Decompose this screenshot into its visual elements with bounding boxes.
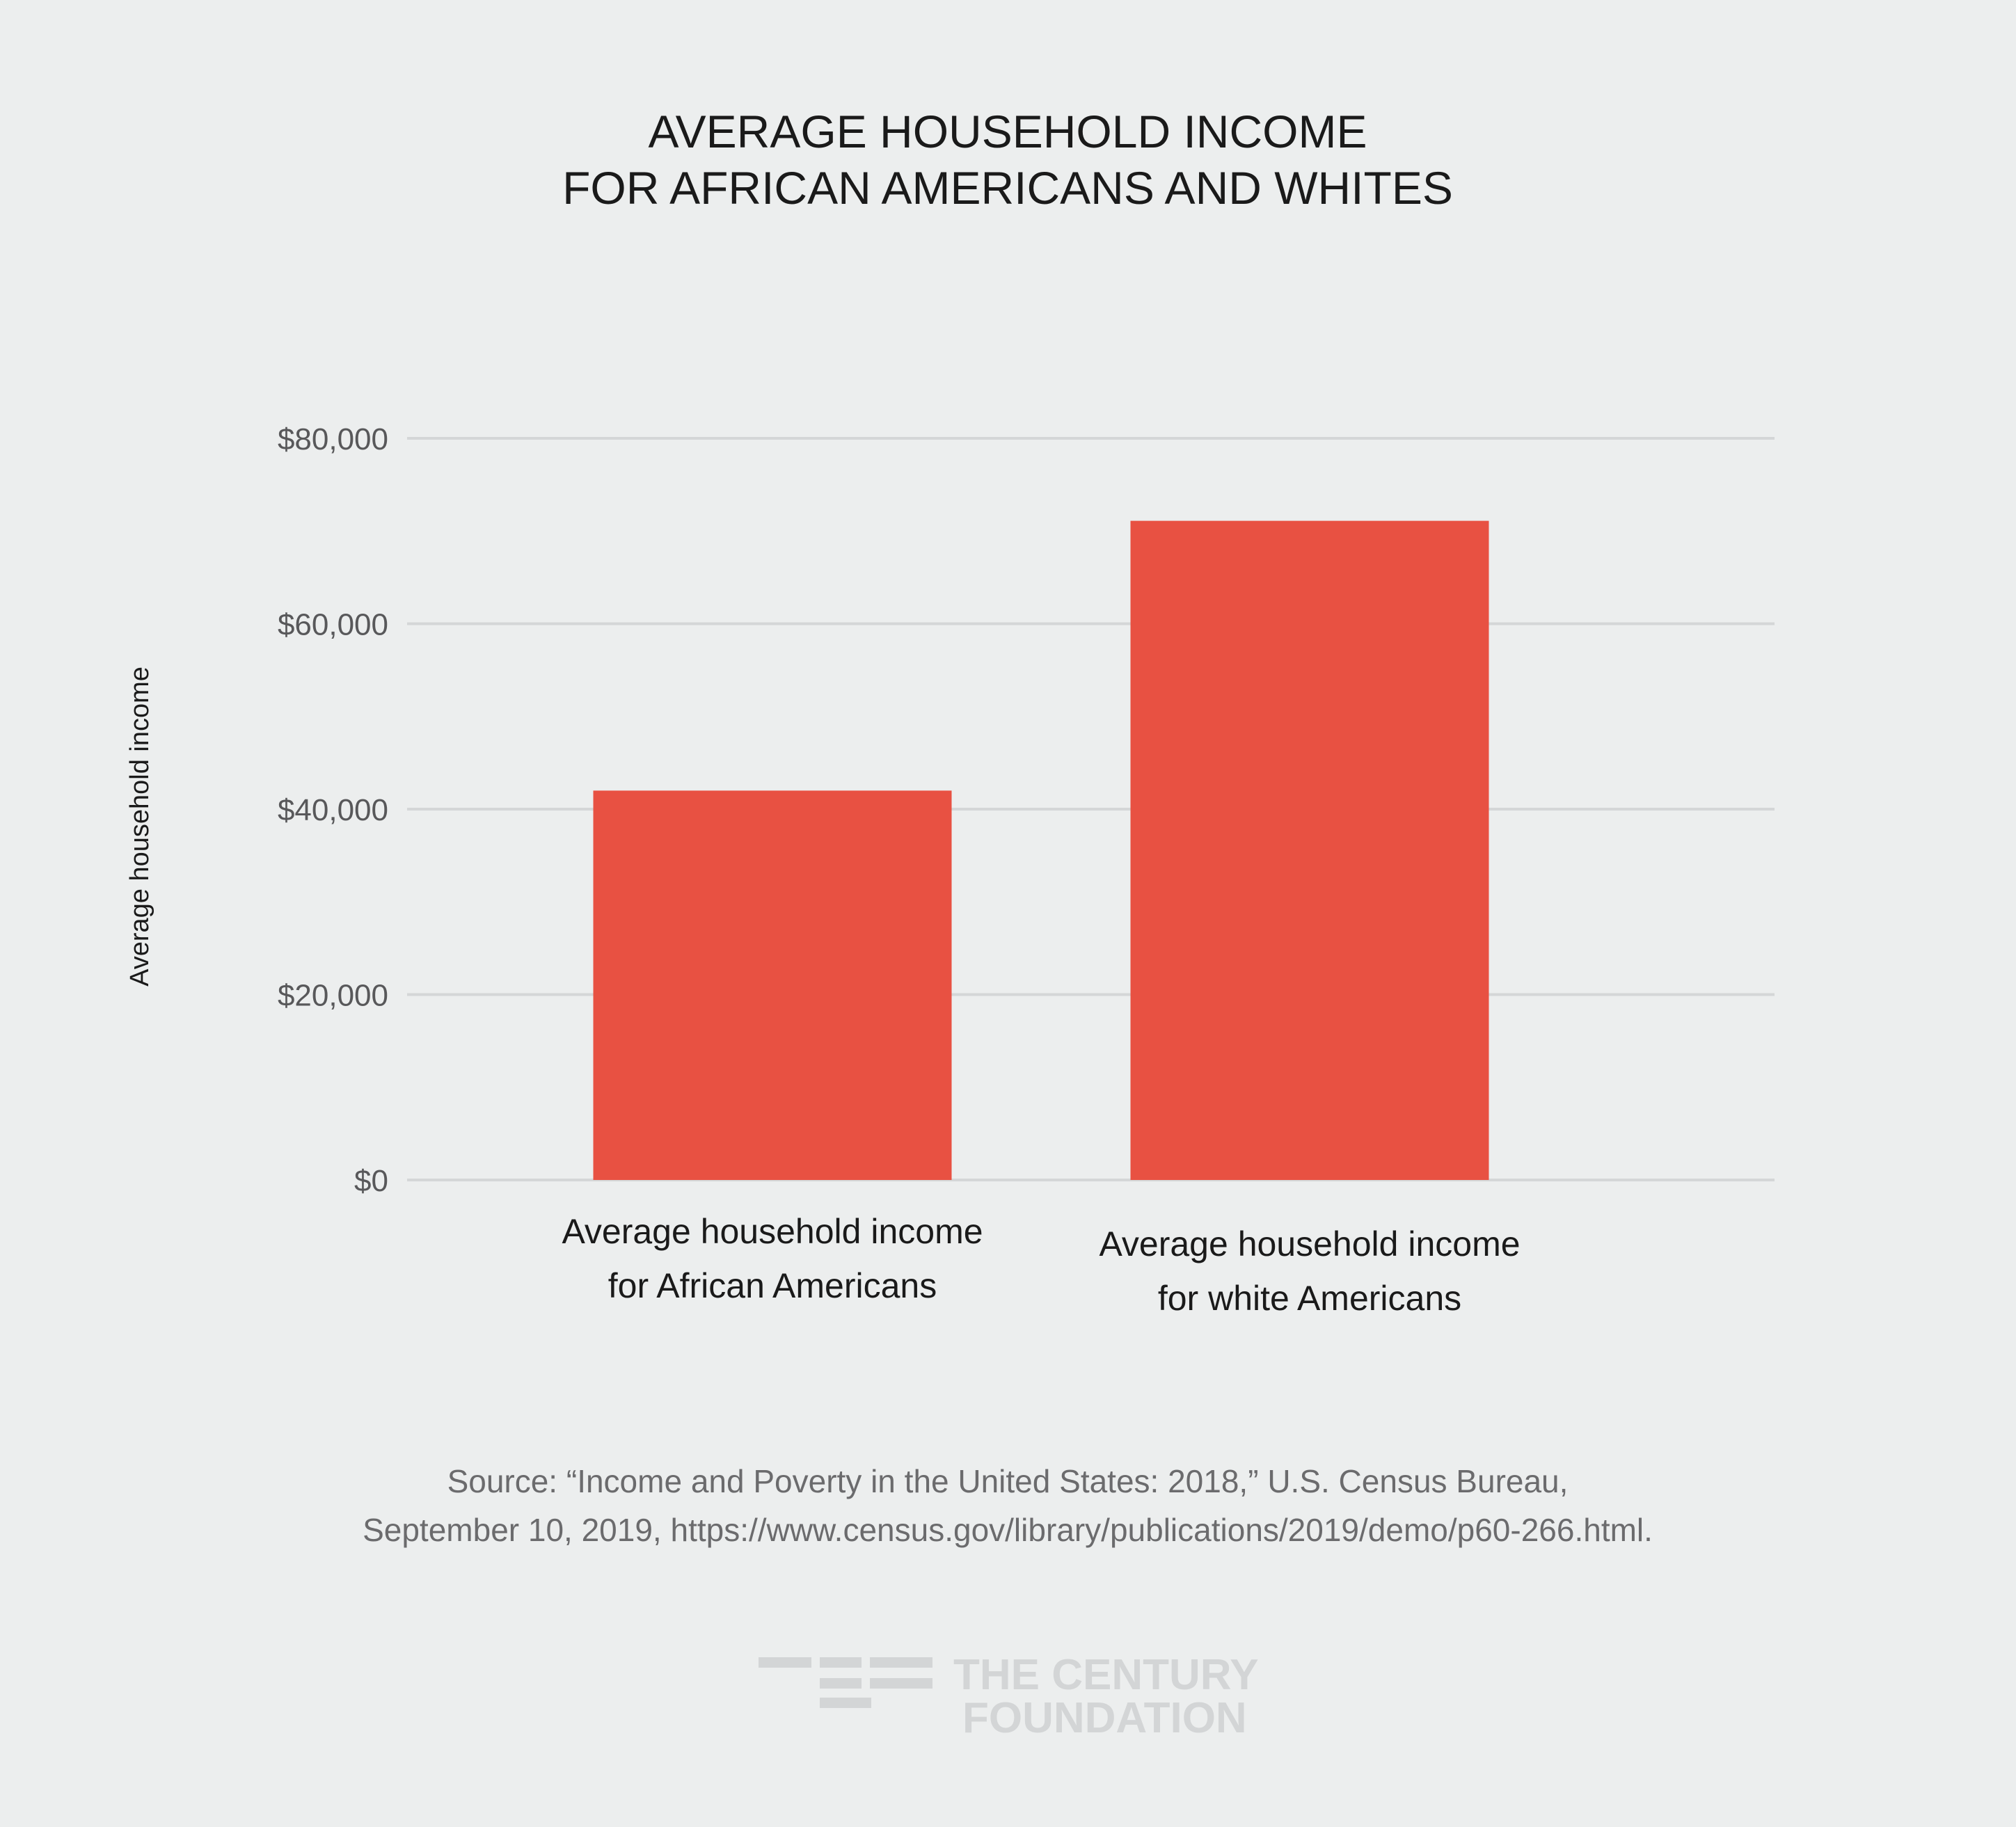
- bar: [1130, 520, 1489, 1180]
- century-foundation-logo: THE CENTURY FOUNDATION: [759, 1651, 1259, 1742]
- category-label: Average household income: [1099, 1224, 1520, 1263]
- y-tick-label: $40,000: [278, 793, 388, 827]
- category-label: Average household income: [562, 1212, 983, 1251]
- y-tick-label: $60,000: [278, 608, 388, 642]
- logo-text-line-2: FOUNDATION: [962, 1694, 1247, 1742]
- y-tick-label: $0: [354, 1164, 388, 1198]
- source-line-2: September 10, 2019, https://www.census.g…: [363, 1512, 1653, 1548]
- bar: [593, 790, 952, 1180]
- y-tick-label: $80,000: [278, 422, 388, 456]
- y-axis-ticks: $0 $20,000 $40,000 $60,000 $80,000: [278, 422, 388, 1198]
- source-line-1: Source: “Income and Poverty in the Unite…: [447, 1463, 1569, 1499]
- logo-text-line-1: THE CENTURY: [953, 1651, 1259, 1699]
- category-label: for African Americans: [608, 1266, 937, 1305]
- category-label: for white Americans: [1158, 1279, 1461, 1318]
- chart-title-line-1: AVERAGE HOUSEHOLD INCOME: [649, 106, 1367, 157]
- y-axis-label: Average household income: [125, 667, 154, 987]
- y-tick-label: $20,000: [278, 979, 388, 1013]
- bars: [593, 520, 1489, 1180]
- category-labels: Average household income for African Amer…: [562, 1212, 1520, 1318]
- century-foundation-bars-icon: [759, 1657, 932, 1708]
- chart-title-line-2: FOR AFRICAN AMERICANS AND WHITES: [562, 162, 1453, 214]
